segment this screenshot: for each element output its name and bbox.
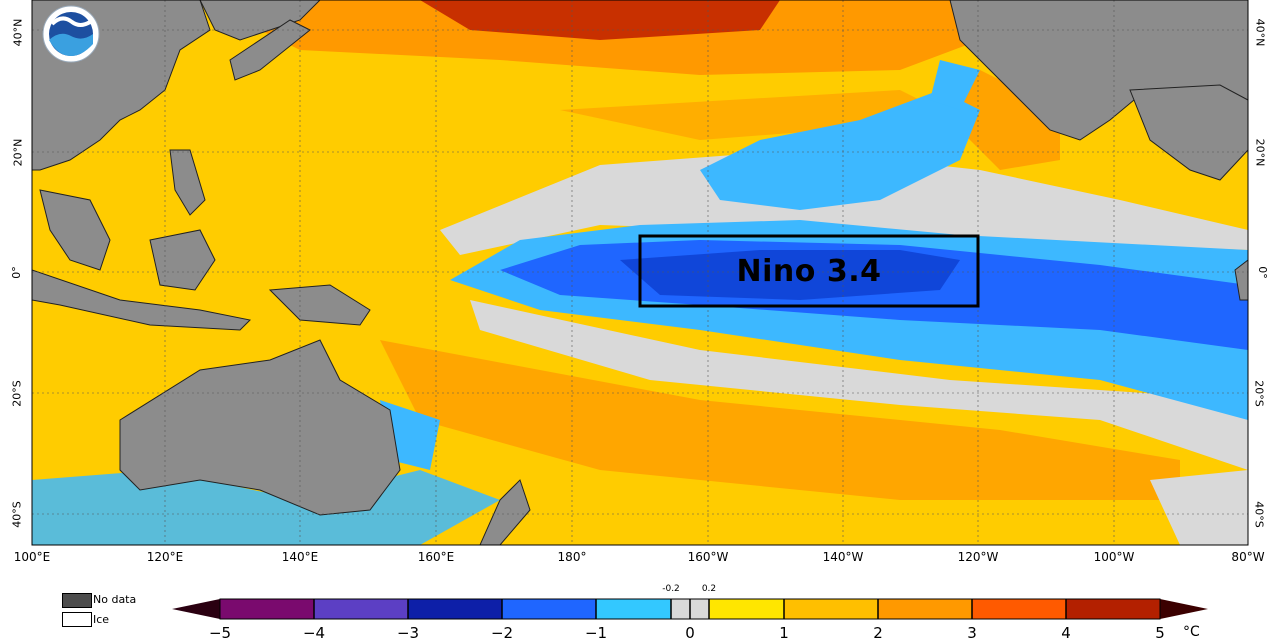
colorbar-over-arrow [1160, 599, 1208, 619]
colorbar-tick-label: −4 [302, 624, 326, 642]
colorbar-segment [972, 599, 1066, 619]
lat-label-right: 40°N [1253, 18, 1267, 47]
cool-patch-hawaii [700, 90, 980, 210]
lat-label-right: 20°N [1253, 138, 1267, 167]
colorbar-segment [408, 599, 502, 619]
colorbar-under-arrow [172, 599, 220, 619]
ice-swatch [62, 612, 92, 627]
lon-label: 160°E [417, 550, 455, 564]
neutral-zone-southeast [1150, 470, 1248, 545]
lat-label-left: 0° [9, 266, 23, 279]
lat-label-right: 40°S [1252, 501, 1266, 528]
colorbar-tick-label: 3 [967, 624, 977, 642]
lon-label: 180° [557, 550, 587, 564]
north-america [949, 0, 1248, 141]
indochina [39, 189, 111, 271]
colorbar-segment [314, 599, 408, 619]
equatorial-coldest-core [620, 250, 960, 300]
noaa-logo-icon [42, 5, 100, 63]
graticule [32, 0, 1248, 545]
lat-label-right: 0° [1255, 266, 1269, 279]
colorbar-segment [878, 599, 972, 619]
australia [119, 339, 401, 516]
sumatra-java [32, 269, 252, 331]
colorbar-segment [709, 599, 784, 619]
lon-label: 140°E [281, 550, 319, 564]
nino34-box [638, 234, 980, 308]
colorbar-tick-label: −3 [396, 624, 420, 642]
colorbar-tick-label: 1 [779, 624, 789, 642]
cool-patch-california [930, 60, 980, 110]
colorbar-near-zero-label: -0.2 [662, 584, 680, 594]
colorbar-segment [220, 599, 314, 619]
neutral-zone-south [470, 300, 1248, 470]
lat-label-left: 20°N [11, 138, 25, 167]
lon-label: 160°W [687, 550, 729, 564]
borneo [149, 229, 216, 291]
colorbar-unit: °C [1183, 624, 1200, 640]
no-data-label: No data [93, 593, 137, 606]
new-zealand [479, 479, 531, 545]
lat-label-left: 20°S [10, 380, 24, 407]
colorbar-segment [1066, 599, 1160, 619]
central-america [1129, 84, 1248, 181]
south-america [1234, 259, 1248, 301]
nino34-label: Nino 3.4 [736, 253, 882, 289]
east-pacific-warm-patch [950, 70, 1060, 170]
colorbar-tick-label: 2 [873, 624, 883, 642]
lat-label-left: 40°S [10, 501, 24, 528]
lon-label: 120°E [146, 550, 184, 564]
colorbar-tick-label: −2 [490, 624, 514, 642]
lon-label: 120°W [957, 550, 999, 564]
lon-label: 80°W [1231, 550, 1265, 564]
colorbar-segment [596, 599, 671, 619]
asia-land-east [199, 0, 321, 41]
south-pacific-warm-band [380, 340, 1180, 500]
colorbar-tick-label: 0 [685, 624, 695, 642]
lat-label-left: 40°N [11, 18, 25, 47]
colorbar [172, 598, 1208, 620]
colorbar-tick-label: 5 [1155, 624, 1165, 642]
colorbar-segment [502, 599, 596, 619]
map-frame [31, 0, 1249, 546]
land-masses [32, 0, 1248, 545]
colorbar-tick-label: −1 [584, 624, 608, 642]
lon-label: 100°W [1093, 550, 1135, 564]
lat-label-right: 20°S [1252, 380, 1266, 407]
no-data-swatch [62, 593, 92, 608]
north-pacific-hot-core [420, 0, 780, 40]
new-guinea [268, 284, 371, 326]
philippines [169, 149, 206, 216]
lon-label: 140°W [822, 550, 864, 564]
ice-label: Ice [93, 613, 110, 626]
lon-label: 100°E [13, 550, 51, 564]
colorbar-tick-label: −5 [208, 624, 232, 642]
japan [229, 19, 311, 81]
colorbar-near-zero-label: 0.2 [701, 584, 717, 594]
colorbar-segment [784, 599, 878, 619]
colorbar-tick-label: 4 [1061, 624, 1071, 642]
